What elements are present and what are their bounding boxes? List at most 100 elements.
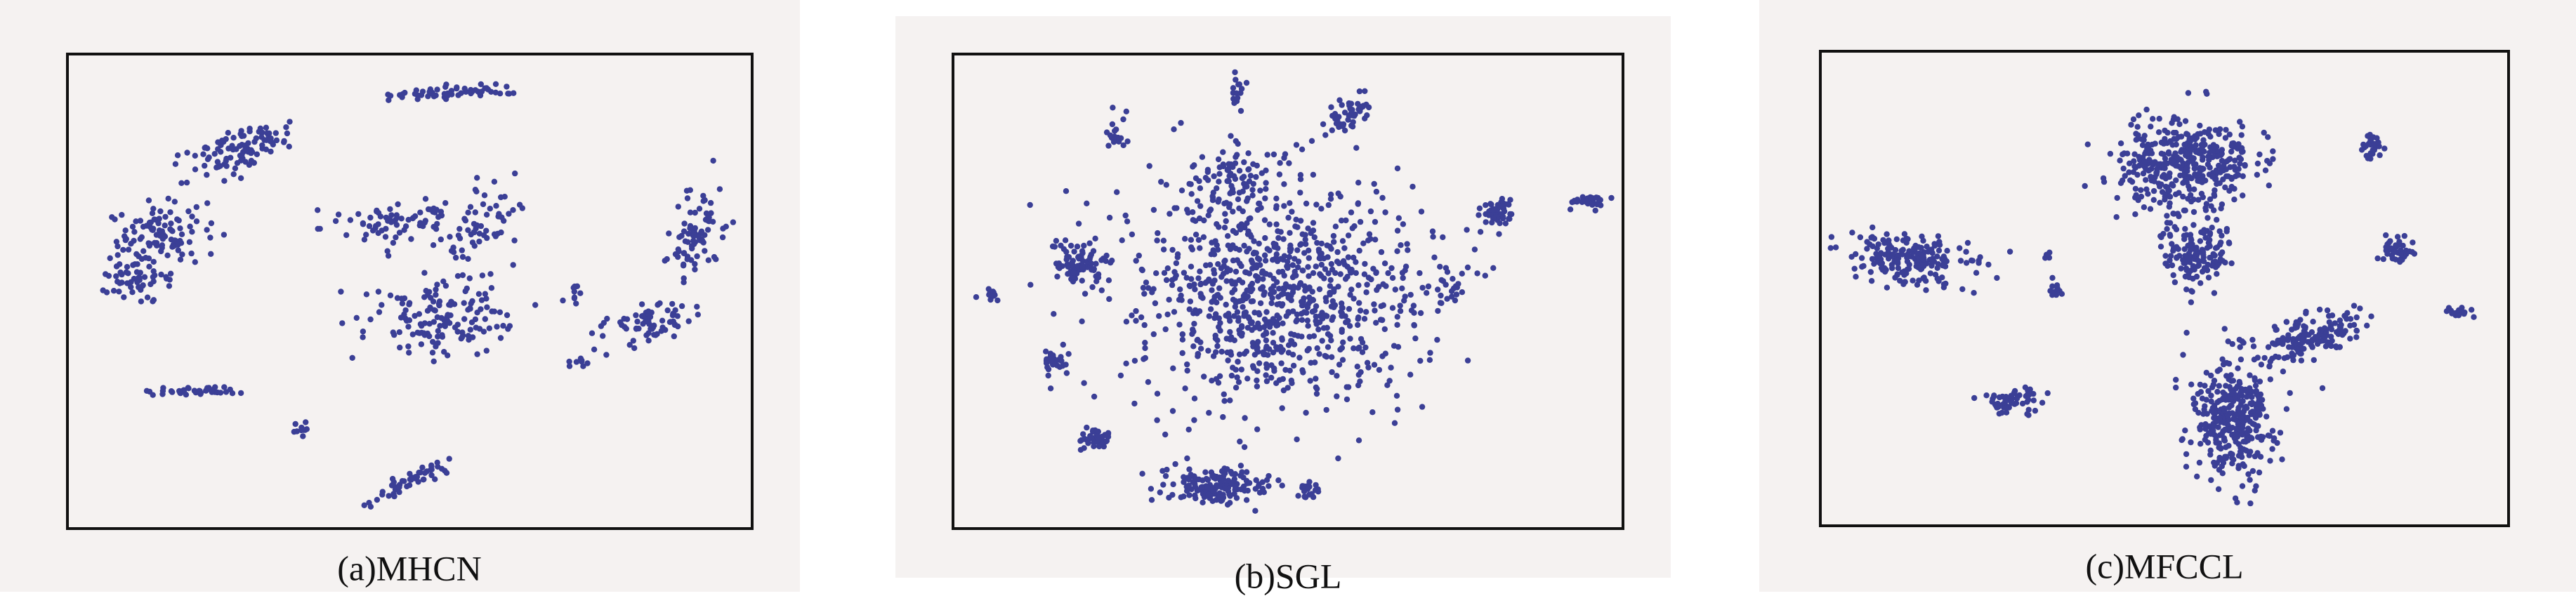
point bbox=[2212, 432, 2218, 438]
point bbox=[580, 363, 586, 369]
point bbox=[447, 302, 454, 308]
point bbox=[1306, 294, 1313, 300]
point bbox=[1254, 277, 1261, 284]
point bbox=[1290, 308, 1296, 314]
point bbox=[1380, 281, 1386, 287]
point bbox=[633, 312, 639, 319]
point bbox=[2211, 191, 2217, 197]
point bbox=[390, 239, 397, 246]
point bbox=[417, 209, 423, 216]
point bbox=[2237, 344, 2243, 350]
point bbox=[1250, 161, 1256, 167]
point bbox=[2263, 413, 2270, 420]
point bbox=[1228, 133, 1234, 139]
point bbox=[1216, 373, 1223, 379]
point bbox=[2254, 160, 2261, 167]
point bbox=[2324, 307, 2331, 314]
point bbox=[1464, 357, 1471, 364]
point bbox=[1280, 236, 1287, 242]
point bbox=[143, 255, 149, 261]
point bbox=[1361, 316, 1368, 322]
point bbox=[1360, 240, 1367, 246]
point bbox=[2257, 453, 2264, 460]
point bbox=[2158, 150, 2164, 157]
point bbox=[367, 214, 374, 221]
point bbox=[349, 354, 355, 361]
point bbox=[481, 192, 488, 199]
point bbox=[2254, 171, 2261, 178]
point bbox=[483, 296, 489, 302]
point bbox=[2192, 171, 2198, 178]
point bbox=[674, 313, 681, 319]
point bbox=[1285, 295, 1292, 301]
point bbox=[600, 333, 606, 339]
point bbox=[1991, 392, 1997, 399]
point bbox=[2002, 405, 2009, 411]
point bbox=[2239, 483, 2246, 489]
point bbox=[1045, 372, 1051, 379]
point bbox=[439, 332, 445, 338]
point bbox=[366, 223, 373, 230]
point bbox=[1304, 317, 1311, 324]
caption: (a)MHCN bbox=[337, 548, 482, 588]
point bbox=[397, 344, 403, 351]
point bbox=[681, 279, 687, 286]
point bbox=[1145, 379, 1152, 385]
point bbox=[433, 291, 439, 298]
point bbox=[2185, 159, 2191, 166]
point bbox=[461, 300, 467, 306]
point bbox=[1261, 289, 1268, 296]
point bbox=[1507, 197, 1513, 203]
point bbox=[146, 263, 152, 270]
point bbox=[374, 496, 381, 503]
point bbox=[1379, 353, 1386, 359]
point bbox=[579, 357, 585, 364]
point bbox=[2280, 369, 2287, 375]
point bbox=[1353, 270, 1360, 277]
point bbox=[377, 213, 384, 220]
point bbox=[1212, 238, 1218, 244]
point bbox=[1120, 116, 1126, 123]
point bbox=[2398, 251, 2404, 258]
point bbox=[2235, 171, 2241, 178]
point bbox=[2394, 234, 2401, 240]
point bbox=[1211, 173, 1217, 180]
point bbox=[2213, 167, 2220, 173]
point bbox=[379, 227, 385, 234]
point bbox=[480, 329, 487, 335]
point bbox=[138, 286, 144, 293]
point bbox=[2167, 138, 2174, 145]
point bbox=[1276, 314, 1282, 322]
point bbox=[1940, 262, 1947, 269]
point bbox=[1324, 313, 1330, 319]
point bbox=[1315, 326, 1322, 333]
point bbox=[1263, 309, 1270, 315]
point bbox=[1349, 225, 1356, 232]
point bbox=[1404, 241, 1410, 247]
point bbox=[1940, 281, 1947, 288]
point bbox=[169, 228, 176, 234]
point bbox=[2264, 157, 2271, 164]
point bbox=[2161, 161, 2167, 167]
point bbox=[2235, 141, 2242, 147]
point bbox=[2136, 154, 2142, 160]
point bbox=[1310, 220, 1317, 226]
point bbox=[2188, 246, 2195, 252]
point bbox=[1232, 303, 1239, 310]
point bbox=[1279, 336, 1285, 343]
point bbox=[2375, 139, 2381, 146]
point bbox=[2227, 156, 2233, 162]
point bbox=[467, 326, 473, 333]
point bbox=[2195, 262, 2202, 268]
point bbox=[1075, 220, 1082, 227]
point bbox=[202, 162, 208, 169]
point bbox=[1402, 267, 1408, 274]
point bbox=[2290, 336, 2296, 343]
point bbox=[645, 308, 652, 314]
point bbox=[1063, 249, 1070, 255]
point bbox=[1188, 244, 1195, 251]
point bbox=[499, 214, 505, 220]
point bbox=[1255, 483, 1262, 489]
point bbox=[699, 238, 706, 244]
